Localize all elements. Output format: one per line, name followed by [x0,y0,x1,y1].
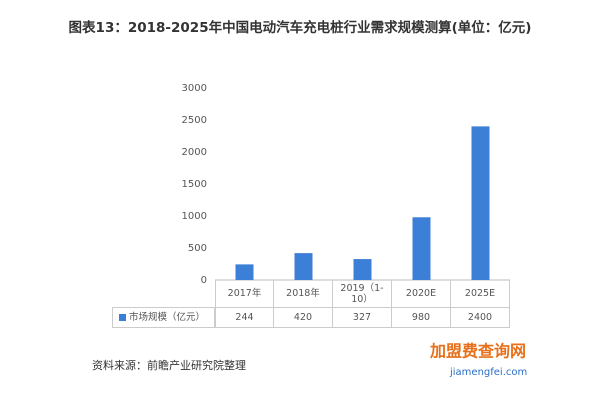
legend-cell: 市场规模（亿元） [112,308,215,328]
bar [412,217,431,280]
legend-swatch [119,314,126,321]
chart-title: 图表13：2018-2025年中国电动汽车充电桩行业需求规模测算(单位：亿元) [69,19,532,36]
table-value: 980 [392,308,451,328]
bar [294,253,313,280]
table-value: 420 [274,308,333,328]
table-border [112,307,215,308]
bar [471,126,490,281]
y-tick-label: 1500 [182,179,207,190]
table-value: 2400 [451,308,510,328]
table-value: 327 [333,308,392,328]
x-tick-label: 2025E [451,280,510,308]
y-tick-label: 0 [201,275,207,286]
logo-url: jiamengfei.com [449,367,527,378]
legend-label: 市场规模（亿元） [129,312,206,323]
logo-name: 加盟费查询网 [429,342,526,361]
x-tick-label: 2020E [392,280,451,308]
bar [235,264,254,280]
source: 资料来源：前瞻产业研究院整理 [92,358,246,372]
table-value: 244 [215,308,274,328]
y-tick-label: 3000 [182,83,207,94]
x-tick-label: 2018年 [274,280,333,308]
y-tick-label: 2000 [182,147,207,158]
bar [353,259,372,280]
y-tick-label: 1000 [182,211,207,222]
x-tick-label: 2019（1-10） [333,280,392,308]
x-tick-label: 2017年 [215,280,274,308]
y-tick-label: 500 [188,243,207,254]
y-tick-label: 2500 [182,115,207,126]
